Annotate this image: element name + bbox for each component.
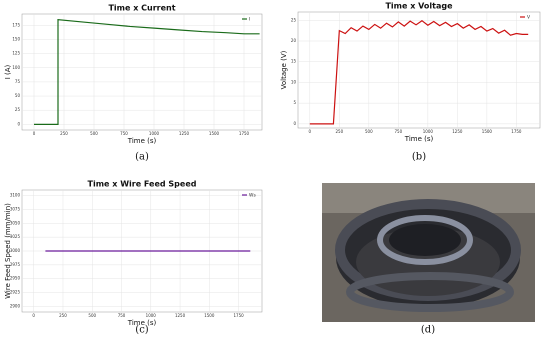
y-tick-label: 15 xyxy=(291,59,297,64)
y-tick-label: 2900 xyxy=(10,303,21,308)
x-tick-label: 0 xyxy=(32,313,35,318)
caption: (b) xyxy=(412,152,426,163)
series-line xyxy=(34,19,260,125)
x-axis-label: Time (s) xyxy=(127,319,157,327)
y-tick-label: 3075 xyxy=(10,206,21,211)
x-tick-label: 750 xyxy=(120,131,128,136)
x-tick-label: 500 xyxy=(88,313,96,318)
y-axis-label: Voltage (V) xyxy=(280,50,288,89)
y-tick-label: 3050 xyxy=(10,220,21,225)
y-tick-label: 100 xyxy=(12,65,20,70)
chart-title: Time x Current xyxy=(108,4,175,13)
x-tick-label: 1250 xyxy=(179,131,190,136)
photo xyxy=(322,183,535,322)
y-tick-label: 50 xyxy=(15,93,21,98)
x-tick-label: 750 xyxy=(118,313,126,318)
x-tick-label: 250 xyxy=(59,313,67,318)
x-tick-label: 1750 xyxy=(511,129,522,134)
y-tick-label: 2950 xyxy=(10,276,21,281)
y-tick-label: 25 xyxy=(291,17,297,22)
y-tick-label: 20 xyxy=(291,38,297,43)
x-tick-label: 500 xyxy=(365,129,373,134)
y-axis-label: I (A) xyxy=(4,64,12,79)
y-tick-label: 3025 xyxy=(10,234,21,239)
y-tick-label: 25 xyxy=(15,107,21,112)
caption: (c) xyxy=(135,325,149,336)
x-tick-label: 1500 xyxy=(482,129,493,134)
y-tick-label: 2925 xyxy=(10,290,21,295)
chart-title: Time x Wire Feed Speed xyxy=(88,180,197,189)
y-tick-label: 125 xyxy=(12,51,20,56)
x-tick-label: 1500 xyxy=(204,313,215,318)
x-tick-label: 1250 xyxy=(452,129,463,134)
y-tick-label: 175 xyxy=(12,22,20,27)
caption: (d) xyxy=(421,325,435,336)
x-tick-label: 1000 xyxy=(423,129,434,134)
caption: (a) xyxy=(135,152,149,163)
x-axis-label: Time (s) xyxy=(404,135,434,143)
y-tick-label: 0 xyxy=(293,121,296,126)
x-tick-label: 750 xyxy=(395,129,403,134)
x-tick-label: 0 xyxy=(33,131,36,136)
plot-area xyxy=(297,11,541,129)
legend-label: Ws xyxy=(249,193,256,199)
y-tick-label: 150 xyxy=(12,36,20,41)
y-tick-label: 3000 xyxy=(10,248,21,253)
x-tick-label: 250 xyxy=(335,129,343,134)
x-tick-label: 1000 xyxy=(146,313,157,318)
series-line xyxy=(309,19,529,125)
y-tick-label: 0 xyxy=(17,121,20,126)
legend-label: I xyxy=(249,17,250,23)
y-axis-label: Wire Feed Speed (mm/min) xyxy=(4,203,12,299)
x-tick-label: 1250 xyxy=(175,313,186,318)
y-tick-label: 75 xyxy=(15,79,21,84)
chart-title: Time x Voltage xyxy=(385,2,453,11)
x-tick-label: 1500 xyxy=(209,131,220,136)
y-tick-label: 3100 xyxy=(10,193,21,198)
x-axis-label: Time (s) xyxy=(127,137,157,145)
x-tick-label: 250 xyxy=(60,131,68,136)
x-tick-label: 1000 xyxy=(149,131,160,136)
x-tick-label: 0 xyxy=(309,129,312,134)
x-tick-label: 1750 xyxy=(233,313,244,318)
y-tick-label: 2975 xyxy=(10,262,21,267)
x-tick-label: 500 xyxy=(90,131,98,136)
legend-label: V xyxy=(527,15,531,21)
x-tick-label: 1750 xyxy=(239,131,250,136)
y-tick-label: 5 xyxy=(293,100,296,105)
plot-area xyxy=(21,13,263,131)
y-tick-label: 10 xyxy=(291,79,297,84)
